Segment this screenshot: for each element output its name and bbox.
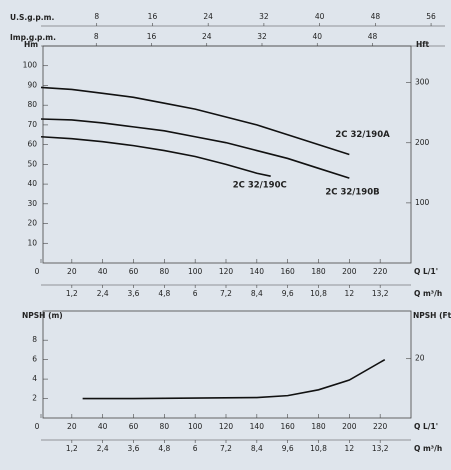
top-tick-label: 48 xyxy=(368,32,378,41)
x-tick-label: 200 xyxy=(342,267,357,276)
y2-axis-label: NPSH (Ft) xyxy=(413,311,451,320)
y-tick-label: 2 xyxy=(32,394,37,403)
y2-tick-label: 20 xyxy=(415,354,425,363)
x2-tick-label: 4,8 xyxy=(158,289,170,298)
series-label: 2C 32/190A xyxy=(335,130,390,140)
y-tick-label: 30 xyxy=(27,199,37,208)
top-tick-label: 8 xyxy=(94,32,99,41)
x2-tick-label: 12 xyxy=(345,289,355,298)
x-tick-label: 140 xyxy=(250,422,265,431)
x-axis-label: Q L/1' xyxy=(414,422,438,431)
x-tick-label: 80 xyxy=(160,267,170,276)
x2-tick-label: 1,2 xyxy=(66,289,78,298)
top-tick-label: 40 xyxy=(312,32,322,41)
y-tick-label: 40 xyxy=(27,179,37,188)
x-tick-label: 120 xyxy=(219,422,234,431)
y-tick-label: 8 xyxy=(32,335,37,344)
x-tick-label: 40 xyxy=(98,267,108,276)
top-tick-label: 40 xyxy=(315,12,325,21)
x2-tick-label: 3,6 xyxy=(128,444,140,453)
x2-tick-label: 7,2 xyxy=(220,289,232,298)
x2-tick-label: 12 xyxy=(345,444,355,453)
x-tick-label: 220 xyxy=(373,422,388,431)
x-tick-label: 220 xyxy=(373,267,388,276)
x2-tick-label: 13,2 xyxy=(372,289,389,298)
y2-axis-label: Hft xyxy=(416,40,430,49)
x2-tick-label: 7,2 xyxy=(220,444,232,453)
top-axis-label: U.S.g.p.m. xyxy=(10,13,54,22)
top-tick-label: 32 xyxy=(257,32,267,41)
plot-area xyxy=(42,310,412,419)
top-tick-label: 8 xyxy=(94,12,99,21)
y-tick-label: 4 xyxy=(32,374,37,383)
top-tick-label: 56 xyxy=(426,12,436,21)
x2-axis-label: Q m³/h xyxy=(414,289,442,298)
y-tick-label: 80 xyxy=(27,100,37,109)
x-tick-label: 60 xyxy=(129,267,139,276)
top-tick-label: 16 xyxy=(148,12,158,21)
x2-axis-label: Q m³/h xyxy=(414,444,442,453)
x2-tick-label: 2,4 xyxy=(97,444,109,453)
x-tick-label: 0 xyxy=(35,267,40,276)
x-tick-label: 0 xyxy=(35,422,40,431)
x-tick-label: 120 xyxy=(219,267,234,276)
y-tick-label: 10 xyxy=(27,238,37,247)
plot-area xyxy=(42,45,412,264)
x2-tick-label: 10,8 xyxy=(310,289,327,298)
x-tick-label: 20 xyxy=(67,267,77,276)
x-tick-label: 180 xyxy=(311,422,326,431)
x2-tick-label: 6 xyxy=(193,289,198,298)
x-tick-label: 20 xyxy=(67,422,77,431)
top-tick-label: 16 xyxy=(147,32,157,41)
y-tick-label: 60 xyxy=(27,140,37,149)
x-tick-label: 80 xyxy=(160,422,170,431)
y-tick-label: 70 xyxy=(27,120,37,129)
x2-tick-label: 1,2 xyxy=(66,444,78,453)
y2-tick-label: 300 xyxy=(415,78,430,87)
y-tick-label: 90 xyxy=(27,80,37,89)
y-tick-label: 100 xyxy=(23,61,38,70)
x-tick-label: 160 xyxy=(281,422,296,431)
x2-tick-label: 3,6 xyxy=(128,289,140,298)
series-line xyxy=(40,86,350,156)
top-tick-label: 24 xyxy=(203,12,213,21)
top-axis-label: Imp.g.p.m. xyxy=(10,33,56,42)
x2-tick-label: 9,6 xyxy=(282,289,294,298)
x-axis-label: Q L/1' xyxy=(414,267,438,276)
x2-tick-label: 9,6 xyxy=(282,444,294,453)
x-tick-label: 100 xyxy=(188,422,203,431)
x-tick-label: 180 xyxy=(311,267,326,276)
x-tick-label: 200 xyxy=(342,422,357,431)
x-tick-label: 140 xyxy=(250,267,265,276)
x2-tick-label: 13,2 xyxy=(372,444,389,453)
top-tick-label: 24 xyxy=(202,32,212,41)
series-line xyxy=(40,135,271,177)
x-tick-label: 40 xyxy=(98,422,108,431)
series-line xyxy=(40,118,350,179)
series-label: 2C 32/190B xyxy=(325,188,379,198)
x2-tick-label: 10,8 xyxy=(310,444,327,453)
y2-tick-label: 200 xyxy=(415,138,430,147)
x2-tick-label: 4,8 xyxy=(158,444,170,453)
series-line xyxy=(82,358,386,400)
y-axis-label: NPSH (m) xyxy=(22,311,63,320)
y-tick-label: 50 xyxy=(27,159,37,168)
x2-tick-label: 2,4 xyxy=(97,289,109,298)
x-tick-label: 160 xyxy=(281,267,296,276)
top-tick-label: 32 xyxy=(259,12,269,21)
y-axis-label: Hm xyxy=(24,40,38,49)
y-tick-label: 6 xyxy=(32,355,37,364)
x-tick-label: 100 xyxy=(188,267,203,276)
series-label: 2C 32/190C xyxy=(233,181,287,191)
x-tick-label: 60 xyxy=(129,422,139,431)
top-tick-label: 48 xyxy=(371,12,381,21)
x2-tick-label: 8,4 xyxy=(251,289,263,298)
x2-tick-label: 6 xyxy=(193,444,198,453)
y2-tick-label: 100 xyxy=(415,198,430,207)
y-tick-label: 20 xyxy=(27,219,37,228)
x2-tick-label: 8,4 xyxy=(251,444,263,453)
